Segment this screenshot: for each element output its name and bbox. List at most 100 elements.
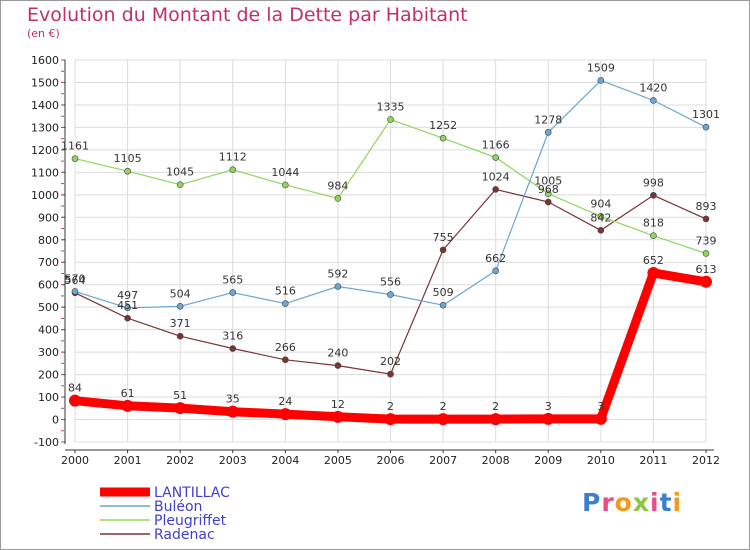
data-point-pleugriffet [176, 181, 184, 189]
data-point-bul-on [439, 301, 447, 309]
data-point-lantillac [489, 413, 502, 426]
data-point-pleugriffet [597, 213, 605, 220]
data-label-radenac: 564 [65, 274, 86, 287]
data-label-lantillac: 35 [226, 393, 240, 406]
data-point-radenac [229, 345, 237, 352]
data-label-radenac: 755 [433, 231, 454, 244]
data-point-radenac [176, 332, 184, 340]
data-label-radenac: 371 [170, 317, 191, 330]
x-tick-label: 2003 [219, 454, 247, 467]
data-label-lantillac: 61 [121, 387, 135, 400]
x-tick-label: 2001 [114, 454, 142, 467]
data-point-lantillac [226, 405, 239, 418]
data-point-lantillac [174, 402, 187, 415]
data-point-pleugriffet [650, 232, 657, 240]
legend-label-pleugriffet: Pleugriffet [154, 513, 227, 529]
data-label-pleugriffet: 1105 [114, 152, 142, 165]
data-label-pleugriffet: 1045 [166, 166, 194, 179]
data-label-pleugriffet: 739 [696, 234, 717, 247]
legend-label-bul-on: Buléon [154, 499, 202, 515]
data-point-radenac [544, 198, 552, 206]
data-label-lantillac: 24 [278, 395, 292, 408]
logo-letter: x [632, 488, 650, 517]
legend-label-radenac: Radenac [154, 527, 215, 543]
x-tick-label: 2007 [429, 454, 457, 467]
axis-layer: -100 0 100 200 300 400 500 600 700 800 900 1000 1100… [31, 54, 720, 467]
y-tick-label: 1600 [31, 54, 59, 67]
data-label-pleugriffet: 1044 [271, 166, 299, 179]
logo-letter: i [650, 488, 660, 517]
data-point-radenac [334, 362, 342, 369]
y-tick-label: 300 [38, 346, 59, 359]
data-label-radenac: 998 [643, 176, 664, 189]
y-tick-label: 800 [38, 234, 59, 247]
data-point-pleugriffet [71, 155, 79, 162]
data-label-pleugriffet: 1161 [61, 140, 89, 153]
data-label-bul-on: 516 [275, 285, 296, 298]
legend-label-lantillac: LANTILLAC [154, 485, 230, 501]
data-point-bul-on [176, 302, 184, 310]
data-point-lantillac [700, 275, 712, 288]
data-label-radenac: 451 [117, 299, 138, 312]
x-tick-label: 2010 [587, 454, 615, 467]
y-tick-label: 1500 [31, 76, 59, 89]
data-label-lantillac: 2 [387, 400, 394, 413]
data-point-bul-on [492, 267, 499, 275]
data-point-lantillac [279, 408, 292, 421]
data-point-lantillac [384, 413, 397, 426]
data-label-bul-on: 497 [117, 289, 138, 302]
data-label-radenac: 842 [590, 211, 611, 224]
data-point-radenac [282, 356, 289, 364]
x-tick-label: 2006 [377, 454, 405, 467]
data-label-lantillac: 2 [440, 400, 447, 413]
data-label-radenac: 968 [538, 183, 559, 196]
data-label-radenac: 316 [222, 330, 243, 343]
data-point-radenac [124, 314, 131, 322]
data-point-pleugriffet [702, 250, 710, 257]
data-label-bul-on: 556 [380, 276, 401, 289]
data-point-pleugriffet [439, 134, 447, 142]
data-point-radenac [702, 215, 710, 223]
y-tick-label: 600 [38, 279, 59, 292]
y-tick-label: 1200 [31, 144, 59, 157]
y-tick-label: 200 [38, 369, 59, 382]
data-label-bul-on: 565 [222, 274, 243, 287]
data-point-bul-on [597, 77, 605, 84]
data-label-bul-on: 504 [170, 287, 191, 300]
data-label-lantillac: 652 [643, 254, 664, 267]
data-label-bul-on: 662 [485, 252, 506, 265]
data-point-pleugriffet [124, 167, 131, 175]
data-label-bul-on: 509 [433, 286, 454, 299]
y-tick-label: 500 [38, 301, 59, 314]
x-tick-label: 2011 [639, 454, 667, 467]
y-tick-label: 1000 [31, 189, 59, 202]
data-point-lantillac [647, 267, 660, 280]
data-label-pleugriffet: 1005 [534, 175, 562, 188]
data-point-radenac [492, 186, 499, 193]
logo-letter: P [582, 488, 602, 517]
y-tick-label: 1400 [31, 99, 59, 112]
data-point-radenac [439, 246, 447, 254]
data-label-lantillac: 2 [492, 400, 499, 413]
data-point-pleugriffet [282, 181, 289, 189]
x-tick-label: 2012 [692, 454, 720, 467]
data-point-pleugriffet [334, 195, 342, 202]
chart-subtitle: (en €) [27, 27, 60, 40]
data-label-pleugriffet: 1166 [482, 139, 510, 152]
data-label-bul-on: 1278 [534, 113, 562, 126]
x-tick-label: 2005 [324, 454, 352, 467]
data-label-lantillac: 84 [68, 382, 82, 395]
data-point-lantillac [542, 412, 555, 425]
data-point-bul-on [702, 123, 710, 131]
y-tick-label: 1100 [31, 166, 59, 179]
data-label-pleugriffet: 984 [327, 179, 348, 192]
data-point-pleugriffet [229, 166, 237, 173]
data-label-pleugriffet: 904 [590, 197, 611, 210]
data-label-radenac: 266 [275, 341, 296, 354]
data-label-layer: 84 61 51 35 24 12 2 2 2 3 3 652 613 570 497 504 565 516 59… [61, 61, 720, 413]
data-point-radenac [387, 370, 394, 378]
data-point-radenac [650, 191, 657, 199]
data-label-pleugriffet: 818 [643, 217, 664, 230]
data-point-lantillac [594, 412, 607, 425]
